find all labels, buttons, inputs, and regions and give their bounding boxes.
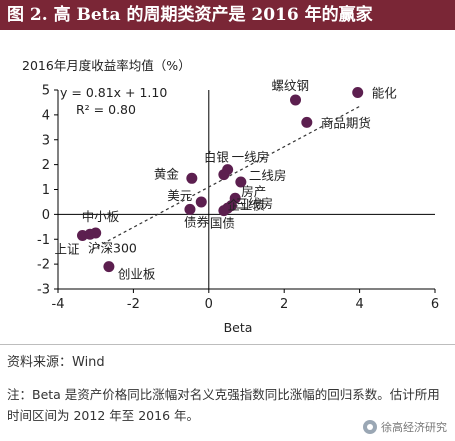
y-tick-label: -3 xyxy=(37,283,50,298)
point-label: 企业债 xyxy=(227,198,265,213)
x-tick-label: -4 xyxy=(52,297,65,312)
points-layer xyxy=(77,86,364,273)
source-note: 资料来源：Wind xyxy=(7,355,105,370)
data-point xyxy=(301,116,313,128)
watermark: 徐高经济研究 xyxy=(359,419,447,435)
y-tick-label: 2 xyxy=(42,158,50,173)
point-label: 白银 xyxy=(204,150,230,165)
point-label: 商品期货 xyxy=(321,115,371,130)
point-label: 一线房 xyxy=(232,150,270,165)
point-label: 上证 xyxy=(55,242,81,257)
point-label: 黄金 xyxy=(154,166,180,181)
point-label: 中小板 xyxy=(82,209,120,224)
footnote: 注：Beta 是资产价格同比涨幅对名义克强指数同比涨幅的回归系数。估计所用时间区… xyxy=(7,387,440,423)
point-label: 美元 xyxy=(167,188,192,203)
data-point xyxy=(186,172,198,184)
data-point xyxy=(218,205,230,217)
divider xyxy=(0,344,455,345)
x-tick-label: 2 xyxy=(280,297,288,312)
point-label: 三线房 xyxy=(236,196,274,211)
x-axis-label: Beta xyxy=(224,320,253,335)
point-label: 债券 xyxy=(184,214,210,229)
y-tick-label: -1 xyxy=(37,233,50,248)
point-label: 沪深300 xyxy=(88,240,137,255)
figure-title: 图 2. 高 Beta 的周期类资产是 2016 年的赢家 xyxy=(0,0,455,30)
y-tick-label: 1 xyxy=(42,183,50,198)
x-tick-label: 6 xyxy=(431,297,439,312)
y-tick-label: 4 xyxy=(42,108,50,123)
point-label: 房产 xyxy=(241,184,266,199)
x-tick-label: 4 xyxy=(355,297,363,312)
r-squared: R² = 0.80 xyxy=(76,102,136,117)
axes: -3 -2 -1 0 1 2 3 4 5 -4 -2 0 2 4 6 xyxy=(37,84,439,313)
regression-equation: y = 0.81x + 1.10 xyxy=(60,85,167,100)
wechat-icon xyxy=(363,420,377,434)
data-point xyxy=(352,86,364,98)
data-point xyxy=(290,94,302,106)
point-label: 能化 xyxy=(372,85,398,100)
x-tick-label: 0 xyxy=(205,297,213,312)
scatter-chart: 2016年月度收益率均值（%） -3 -2 -1 0 1 2 3 4 5 -4 -2 0 2 4 6 螺纹钢… xyxy=(22,58,439,335)
data-point xyxy=(84,228,96,240)
chart-title: 2016年月度收益率均值（%） xyxy=(22,58,191,73)
y-tick-label: 5 xyxy=(42,84,50,99)
x-tick-label: -2 xyxy=(127,297,140,312)
point-label: 创业板 xyxy=(118,267,156,282)
y-tick-label: 0 xyxy=(42,208,50,223)
point-label: 国债 xyxy=(210,216,235,231)
data-point xyxy=(218,169,230,181)
point-label: 螺纹钢 xyxy=(272,78,310,93)
y-tick-label: -2 xyxy=(37,258,50,273)
data-point xyxy=(103,261,115,273)
data-point xyxy=(184,203,196,215)
data-point xyxy=(195,196,207,208)
data-point xyxy=(235,176,247,188)
y-tick-label: 3 xyxy=(42,133,50,148)
point-label: 二线房 xyxy=(249,168,287,183)
watermark-text: 徐高经济研究 xyxy=(381,421,447,434)
